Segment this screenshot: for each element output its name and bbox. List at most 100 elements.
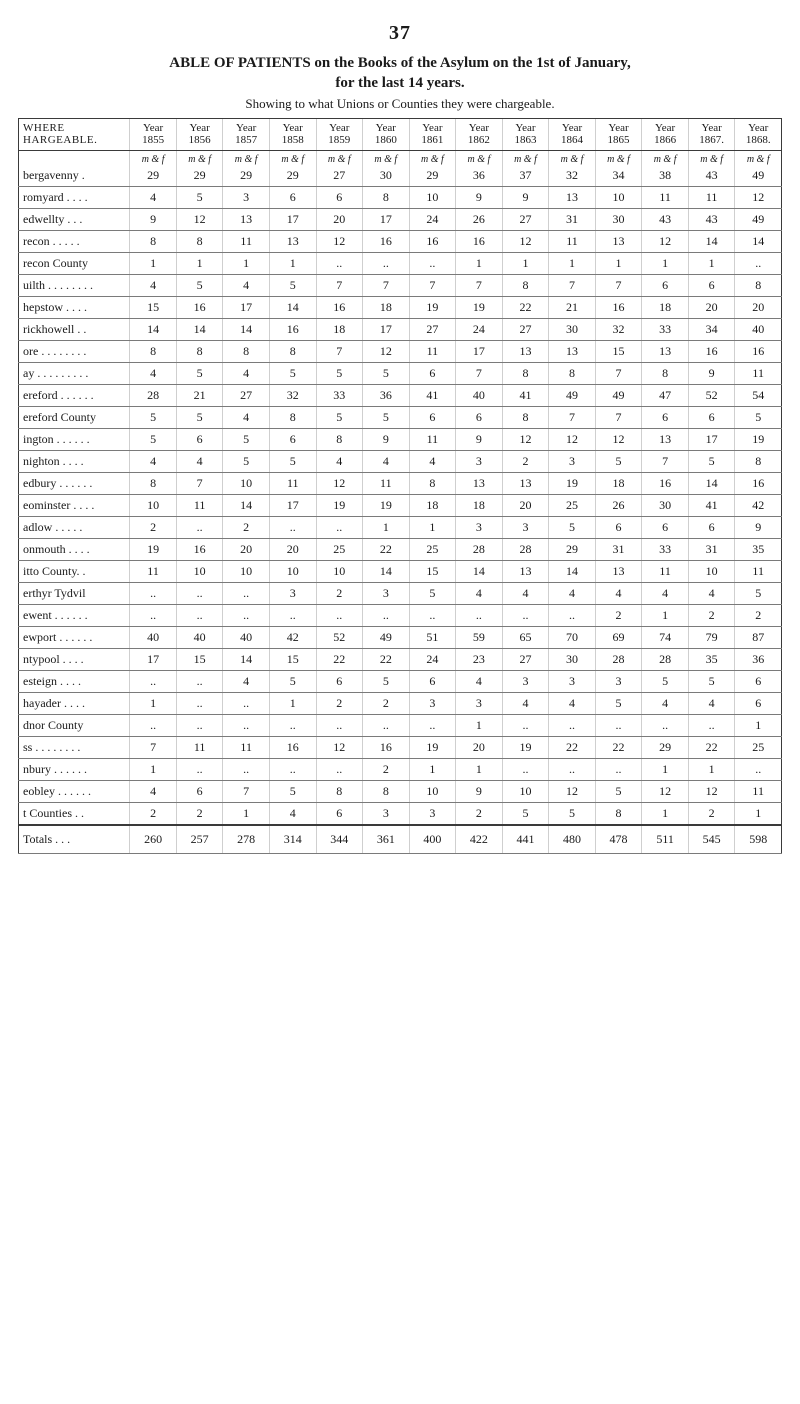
- cell: ..: [595, 714, 642, 736]
- header-year: Year 1864: [549, 118, 596, 150]
- cell: 12: [502, 428, 549, 450]
- cell: 20: [316, 208, 363, 230]
- cell: 3: [549, 450, 596, 472]
- cell: 11: [130, 560, 177, 582]
- cell: 28: [642, 648, 689, 670]
- cell: 2: [595, 604, 642, 626]
- cell: 15: [595, 340, 642, 362]
- cell: 27: [223, 384, 270, 406]
- cell: 8: [316, 780, 363, 802]
- cell: 4: [223, 362, 270, 384]
- row-label: ewent . . . . . .: [19, 604, 130, 626]
- cell: 21: [549, 296, 596, 318]
- cell: 9: [456, 428, 503, 450]
- cell: 17: [456, 340, 503, 362]
- table-row: ington . . . . . .565689119121212131719: [19, 428, 782, 450]
- cell: 4: [130, 450, 177, 472]
- cell: 22: [363, 538, 410, 560]
- cell: 7: [456, 274, 503, 296]
- cell: 6: [688, 516, 735, 538]
- cell: 1: [409, 758, 456, 780]
- cell: 7: [642, 450, 689, 472]
- row-label: rickhowell . .: [19, 318, 130, 340]
- cell: ..: [269, 714, 316, 736]
- cell: ..: [363, 714, 410, 736]
- table-row: edwellty . . .91213172017242627313043434…: [19, 208, 782, 230]
- cell: 4: [269, 802, 316, 825]
- cell: 4: [688, 582, 735, 604]
- cell: 16: [269, 736, 316, 758]
- cell: 13: [223, 208, 270, 230]
- header-year: Year 1866: [642, 118, 689, 150]
- cell: 1: [269, 692, 316, 714]
- header-year: Year 1857: [223, 118, 270, 150]
- cell: 79: [688, 626, 735, 648]
- cell: 5: [363, 362, 410, 384]
- cell: 1: [409, 516, 456, 538]
- cell: 5: [642, 670, 689, 692]
- row-label: edwellty . . .: [19, 208, 130, 230]
- cell: 70: [549, 626, 596, 648]
- cell: 4: [502, 582, 549, 604]
- cell: 2: [363, 758, 410, 780]
- header-where: WHERE HARGEABLE.: [19, 118, 130, 150]
- title-block: ABLE OF PATIENTS on the Books of the Asy…: [18, 53, 782, 112]
- cell: 278: [223, 825, 270, 854]
- cell: 31: [595, 538, 642, 560]
- cell: ..: [176, 582, 223, 604]
- cell: 19: [735, 428, 782, 450]
- table-row: adlow . . . . .2..2....113356669: [19, 516, 782, 538]
- cell: 3: [409, 802, 456, 825]
- cell: ..: [223, 604, 270, 626]
- table-row: bergavenny .2929292927302936373234384349: [19, 165, 782, 187]
- row-label: Totals . . .: [19, 825, 130, 854]
- cell: 1: [642, 604, 689, 626]
- table-row: Totals . . .2602572783143443614004224414…: [19, 825, 782, 854]
- cell: 8: [130, 472, 177, 494]
- cell: 19: [316, 494, 363, 516]
- cell: 6: [735, 692, 782, 714]
- cell: 6: [688, 406, 735, 428]
- cell: 5: [735, 582, 782, 604]
- cell: 14: [456, 560, 503, 582]
- cell: 5: [595, 780, 642, 802]
- cell: 25: [316, 538, 363, 560]
- cell: ..: [176, 604, 223, 626]
- cell: 8: [735, 450, 782, 472]
- cell: 13: [595, 230, 642, 252]
- cell: 7: [223, 780, 270, 802]
- cell: 31: [549, 208, 596, 230]
- cell: 32: [595, 318, 642, 340]
- cell: 12: [549, 780, 596, 802]
- cell: 43: [688, 165, 735, 187]
- cell: 12: [549, 428, 596, 450]
- cell: 5: [223, 450, 270, 472]
- cell: 1: [456, 714, 503, 736]
- cell: 8: [130, 230, 177, 252]
- cell: 16: [269, 318, 316, 340]
- cell: 2: [316, 692, 363, 714]
- cell: 26: [595, 494, 642, 516]
- cell: 14: [735, 230, 782, 252]
- cell: 13: [456, 472, 503, 494]
- row-label: ore . . . . . . . .: [19, 340, 130, 362]
- cell: 18: [316, 318, 363, 340]
- cell: 13: [269, 230, 316, 252]
- cell: 5: [688, 450, 735, 472]
- cell: 10: [688, 560, 735, 582]
- cell: 7: [316, 340, 363, 362]
- cell: 35: [688, 648, 735, 670]
- cell: 16: [316, 296, 363, 318]
- cell: m & f: [642, 150, 689, 165]
- cell: 59: [456, 626, 503, 648]
- cell: 6: [176, 780, 223, 802]
- row-label: nbury . . . . . .: [19, 758, 130, 780]
- cell: 480: [549, 825, 596, 854]
- cell: 15: [176, 648, 223, 670]
- cell: ..: [316, 714, 363, 736]
- cell: 3: [456, 450, 503, 472]
- cell: 18: [409, 494, 456, 516]
- cell: 5: [549, 516, 596, 538]
- cell: 2: [130, 802, 177, 825]
- cell: 344: [316, 825, 363, 854]
